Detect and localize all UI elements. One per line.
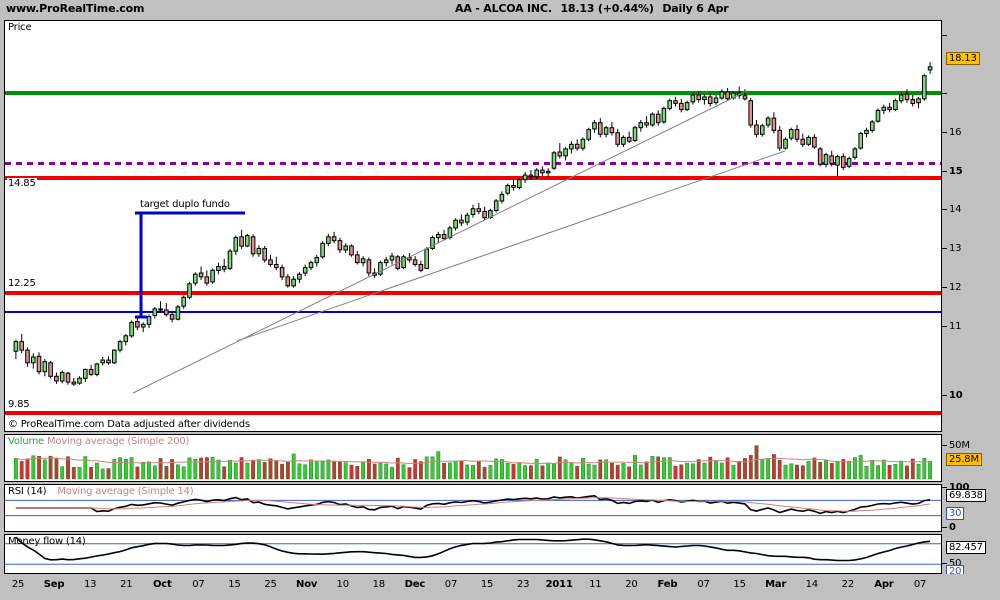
xtick-07: 07 (444, 579, 458, 590)
price-panel-label: Price (8, 22, 32, 33)
copyright-footnote: © ProRealTime.com Data adjusted after di… (8, 419, 250, 430)
xtick-feb: Feb (657, 579, 678, 590)
xtick-dec: Dec (404, 579, 426, 590)
support-line-12-25[interactable] (5, 291, 941, 295)
ytick-17 (942, 88, 949, 99)
price-series-svg (13, 62, 933, 394)
ytick-10: 10 (942, 390, 963, 401)
date-axis[interactable]: 25 Sep 13 21 Oct 07 15 25 Nov 10 18 Dec 07 15 23 2011 11… (0, 574, 1000, 600)
ytick-11: 11 (942, 321, 962, 332)
ytick-rsi-100: 100 (942, 482, 969, 493)
xtick-2011: 2011 (545, 579, 573, 590)
current-rsi-tag: 69.838 (946, 489, 986, 502)
price-chart-panel[interactable]: Price 14.85 12.25 9.85 target duplo fund… (4, 20, 942, 432)
support-line-9-85[interactable] (5, 411, 941, 415)
target-line-purple-dashed[interactable] (5, 162, 941, 165)
xtick-13: 13 (83, 579, 97, 590)
current-volume-tag: 25.8M (946, 453, 982, 466)
xtick-sep: Sep (43, 579, 65, 590)
ytick-mfi-50: 50 (942, 558, 962, 569)
xtick-18: 18 (372, 579, 386, 590)
trendline-2[interactable] (236, 150, 786, 342)
instrument-symbol: AA - ALCOA INC. (455, 2, 552, 15)
xtick-11: 11 (589, 579, 602, 590)
mfi-panel-label: Money flow (14) (8, 536, 86, 547)
ytick-volume-50m: 50M (942, 440, 970, 451)
ytick-15: 15 (942, 166, 963, 177)
rsi-series-svg (5, 494, 941, 517)
xtick-10: 10 (336, 579, 350, 590)
xtick-14: 14 (805, 579, 819, 590)
xtick-07: 07 (913, 579, 927, 590)
xtick-07: 07 (192, 579, 205, 590)
money-flow-series-svg (5, 536, 941, 565)
xtick-25: 25 (264, 579, 277, 590)
rsi-line (15, 494, 931, 515)
ytick-13: 13 (942, 243, 962, 254)
price-label-12-25: 12.25 (7, 278, 37, 289)
ytick-12: 12 (942, 282, 962, 293)
rsi-panel-label: RSI (14) Moving average (Simple 14) (8, 486, 194, 497)
xtick-oct: Oct (153, 579, 172, 590)
window-header: www.ProRealTime.com AA - ALCOA INC. 18.1… (0, 0, 1000, 18)
current-mfi-tag: 82.457 (946, 541, 986, 554)
xtick-apr: Apr (874, 579, 894, 590)
rsi-ma-line (15, 497, 931, 512)
xtick-25: 25 (11, 579, 25, 590)
xtick-23: 23 (516, 579, 530, 590)
volume-label-ma: Moving average (Simple 200) (46, 436, 190, 447)
money-flow-panel[interactable]: Money flow (14) (4, 534, 942, 574)
ytick-rsi-0: 0 (942, 522, 956, 533)
instrument-title: AA - ALCOA INC. 18.13 (+0.44%) Daily 6 A… (455, 2, 734, 15)
xtick-21: 21 (120, 579, 133, 590)
volume-label-main: Volume (8, 436, 44, 447)
volume-panel-label: Volume Moving average (Simple 200) (8, 436, 189, 447)
trendline-1[interactable] (132, 90, 748, 394)
rsi-label-ma: Moving average (Simple 14) (57, 486, 194, 497)
annotation-target-duplo-fundo[interactable]: target duplo fundo (139, 199, 231, 210)
xtick-15: 15 (228, 579, 241, 590)
money-flow-line (15, 536, 931, 562)
rsi-panel[interactable]: RSI (14) Moving average (Simple 14) (4, 484, 942, 532)
rsi-band-30-tag: 30 (946, 507, 965, 520)
xtick-mar: Mar (765, 579, 787, 590)
current-price-tag: 18.13 (946, 52, 980, 65)
ytick-14: 14 (942, 204, 962, 215)
right-price-axis[interactable]: 16 15 14 13 12 11 10 18.13 50M 25.8M 100… (942, 20, 1000, 578)
xtick-15: 15 (480, 579, 494, 590)
xtick-15: 15 (733, 579, 746, 590)
brand-label: www.ProRealTime.com (6, 2, 145, 15)
ytick-top-blank (942, 30, 949, 41)
price-label-14-85: 14.85 (7, 178, 37, 189)
price-label-9-85: 9.85 (7, 399, 31, 410)
volume-panel[interactable]: Volume Moving average (Simple 200) (4, 434, 942, 482)
xtick-20: 20 (625, 579, 638, 590)
ytick-16: 16 (942, 127, 962, 138)
rsi-label-main: RSI (14) (8, 486, 47, 497)
measure-tool-duplo-fundo[interactable] (135, 211, 245, 319)
xtick-nov: Nov (296, 579, 318, 590)
instrument-last-price: 18.13 (+0.44%) (560, 2, 654, 15)
double-bottom-base-line[interactable] (5, 311, 941, 313)
xtick-22: 22 (841, 579, 855, 590)
instrument-timeframe: Daily 6 Apr (662, 2, 729, 15)
support-line-14-85[interactable] (5, 176, 941, 180)
xtick-07: 07 (697, 579, 710, 590)
volume-series-svg (13, 445, 933, 480)
resistance-line-green[interactable] (5, 91, 941, 95)
volume-ma-line (15, 457, 931, 465)
